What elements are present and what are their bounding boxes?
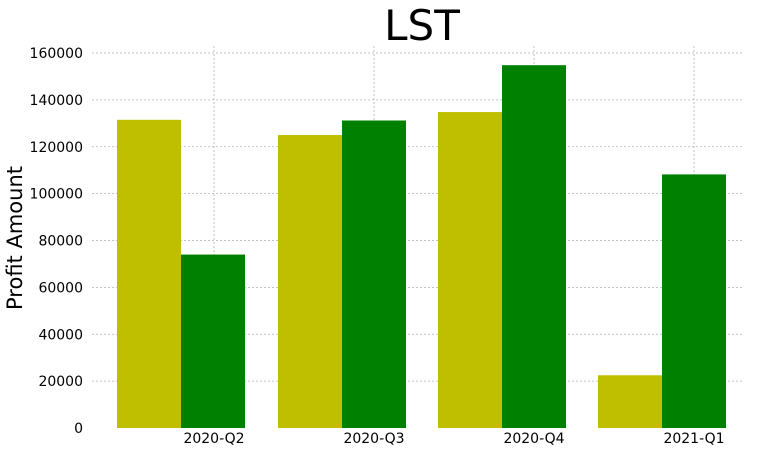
y-tick-label: 0 — [74, 421, 83, 437]
bar-2020-Q3-series-1 — [278, 135, 342, 428]
bar-2020-Q2-series-1 — [117, 119, 181, 428]
bar-2020-Q2-series-2 — [181, 254, 245, 428]
x-tick-label: 2020-Q4 — [503, 431, 564, 447]
x-tick-label: 2020-Q2 — [183, 431, 244, 447]
x-tick-label: 2020-Q3 — [343, 431, 404, 447]
x-tick-labels: 2020-Q2 2020-Q3 2020-Q4 2021-Q1 — [183, 431, 724, 447]
bar-2020-Q3-series-2 — [342, 120, 406, 428]
y-tick-label: 40000 — [38, 327, 83, 343]
bar-2021-Q1-series-1 — [598, 375, 662, 428]
bar-2020-Q4-series-1 — [438, 112, 502, 428]
y-tick-label: 160000 — [30, 46, 83, 62]
bar-2020-Q4-series-2 — [502, 65, 566, 428]
y-tick-label: 120000 — [30, 140, 83, 156]
y-tick-label: 20000 — [38, 374, 83, 390]
y-axis-label: Profit Amount — [3, 166, 27, 310]
chart-title: LST — [384, 1, 460, 50]
y-tick-label: 140000 — [30, 93, 83, 109]
y-tick-labels: 0 20000 40000 60000 80000 100000 120000 140000 1… — [30, 46, 83, 437]
y-tick-label: 60000 — [38, 280, 83, 296]
bars — [117, 65, 726, 428]
bar-2021-Q1-series-2 — [662, 174, 726, 428]
y-tick-label: 80000 — [38, 234, 83, 250]
y-tick-label: 100000 — [30, 187, 83, 203]
x-tick-label: 2021-Q1 — [663, 431, 724, 447]
